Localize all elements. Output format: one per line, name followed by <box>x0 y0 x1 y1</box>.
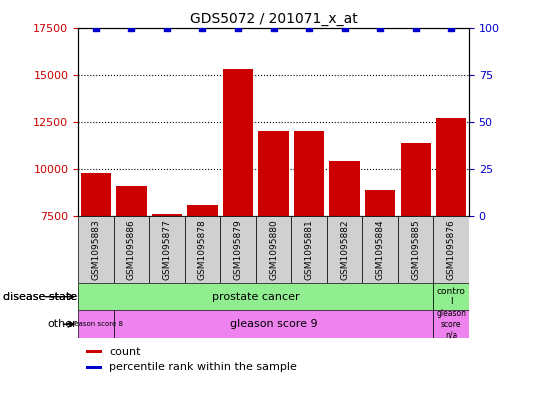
Bar <box>433 216 469 283</box>
Point <box>127 24 136 31</box>
Point <box>270 24 278 31</box>
Text: disease state: disease state <box>3 292 78 302</box>
Point <box>411 24 420 31</box>
Bar <box>258 131 289 216</box>
Bar <box>188 205 218 216</box>
Text: GSM1095884: GSM1095884 <box>376 219 385 280</box>
Text: GSM1095883: GSM1095883 <box>92 219 100 280</box>
Bar <box>149 216 185 283</box>
Text: percentile rank within the sample: percentile rank within the sample <box>109 362 298 373</box>
Text: prostate cancer: prostate cancer <box>212 292 300 302</box>
Bar <box>223 69 253 216</box>
Text: gleason
score
n/a: gleason score n/a <box>436 309 466 339</box>
Bar <box>400 143 431 216</box>
Bar <box>116 186 147 216</box>
Text: GSM1095878: GSM1095878 <box>198 219 207 280</box>
Bar <box>433 310 469 338</box>
Bar <box>114 216 149 283</box>
Text: count: count <box>109 347 141 357</box>
Bar <box>78 216 114 283</box>
Text: other: other <box>47 319 78 329</box>
Bar <box>327 216 362 283</box>
Point <box>92 24 100 31</box>
Text: gleason score 8: gleason score 8 <box>68 321 123 327</box>
Text: GSM1095885: GSM1095885 <box>411 219 420 280</box>
Bar <box>114 310 433 338</box>
Text: GSM1095879: GSM1095879 <box>233 219 243 280</box>
Bar <box>86 366 101 369</box>
Point <box>447 24 455 31</box>
Bar <box>362 216 398 283</box>
Text: GSM1095882: GSM1095882 <box>340 219 349 280</box>
Bar <box>256 216 291 283</box>
Text: GSM1095880: GSM1095880 <box>269 219 278 280</box>
Point <box>340 24 349 31</box>
Text: GSM1095881: GSM1095881 <box>305 219 314 280</box>
Text: gleason score 9: gleason score 9 <box>230 319 317 329</box>
Title: GDS5072 / 201071_x_at: GDS5072 / 201071_x_at <box>190 13 357 26</box>
Bar <box>185 216 220 283</box>
Bar <box>398 216 433 283</box>
Point <box>305 24 313 31</box>
Bar <box>365 190 395 216</box>
Text: GSM1095876: GSM1095876 <box>447 219 455 280</box>
Bar <box>294 131 324 216</box>
Text: GSM1095877: GSM1095877 <box>162 219 171 280</box>
Bar <box>152 214 182 216</box>
Bar <box>433 283 469 310</box>
Bar <box>291 216 327 283</box>
Point <box>198 24 207 31</box>
Bar <box>78 310 114 338</box>
Bar <box>436 118 466 216</box>
Bar <box>86 350 101 353</box>
Bar <box>81 173 111 216</box>
Text: GSM1095886: GSM1095886 <box>127 219 136 280</box>
Text: contro
l: contro l <box>437 287 466 307</box>
Bar <box>329 162 360 216</box>
Bar <box>220 216 256 283</box>
Point <box>376 24 384 31</box>
Point <box>163 24 171 31</box>
Point <box>234 24 243 31</box>
Text: disease state: disease state <box>3 292 78 302</box>
